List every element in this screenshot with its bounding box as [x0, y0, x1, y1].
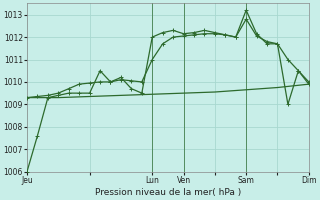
X-axis label: Pression niveau de la mer( hPa ): Pression niveau de la mer( hPa ) [95, 188, 241, 197]
